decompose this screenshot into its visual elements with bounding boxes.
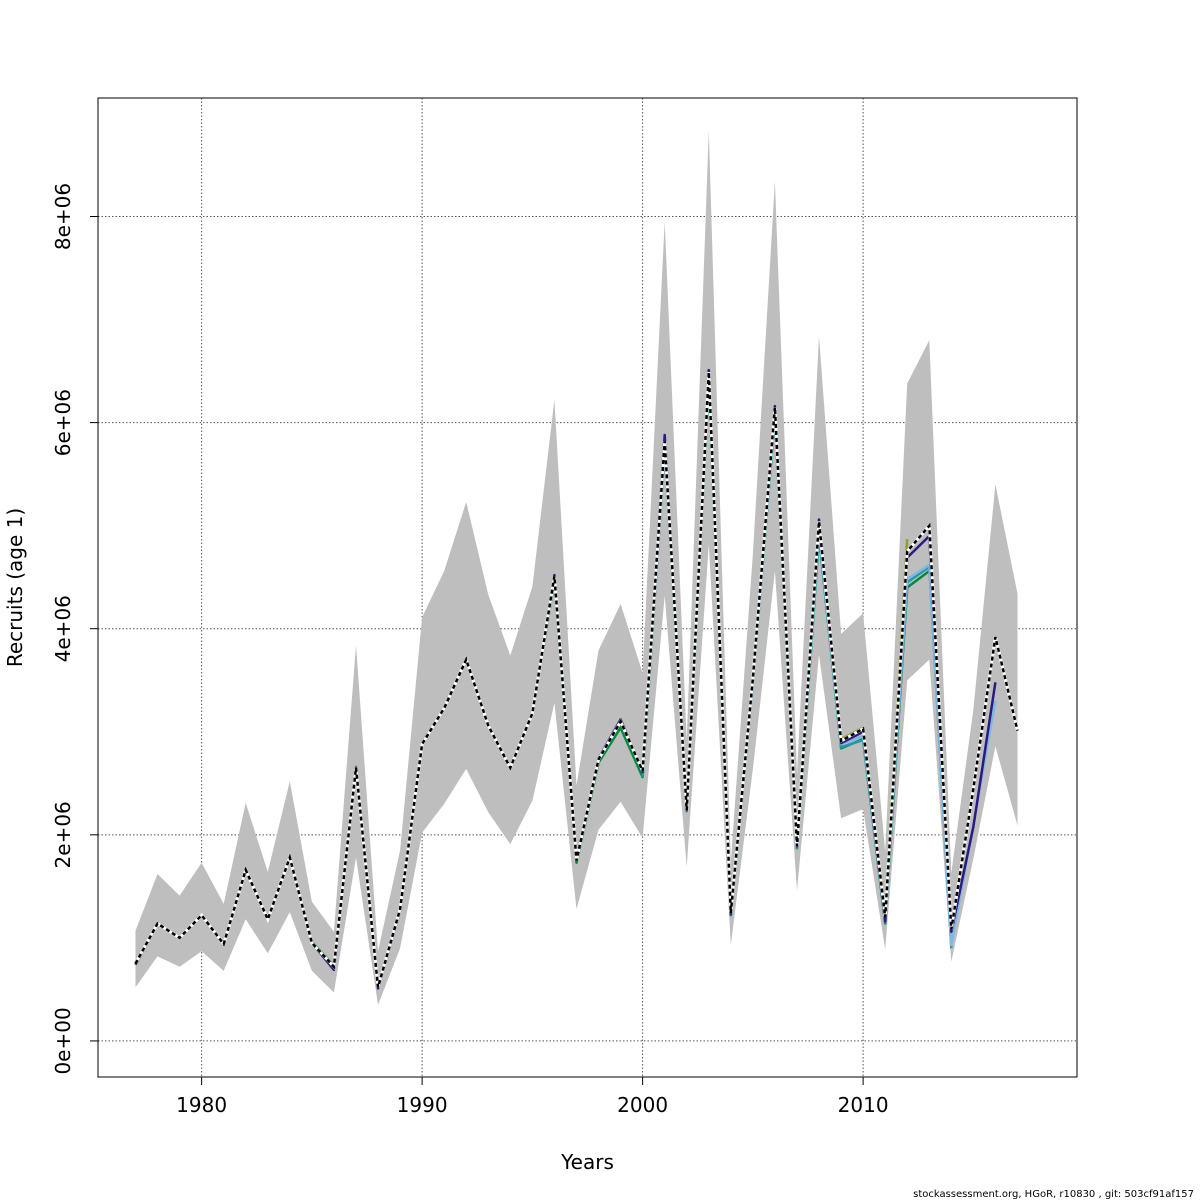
- confidence-band: [135, 131, 1018, 1005]
- x-axis-title: Years: [560, 1150, 614, 1174]
- x-tick-label: 2000: [617, 1093, 668, 1117]
- y-tick-label: 6e+06: [51, 389, 75, 456]
- footer-credit: stockassessment.org, HGoR, r10830 , git:…: [913, 1189, 1194, 1200]
- x-tick-label: 2010: [838, 1093, 889, 1117]
- y-axis-title: Recruits (age 1): [3, 508, 27, 667]
- x-tick-label: 1990: [397, 1093, 448, 1117]
- y-tick-label: 2e+06: [51, 801, 75, 868]
- series-line-0: [134, 372, 1019, 988]
- x-axis: 1980 1990 2000 2010: [176, 1077, 889, 1117]
- y-tick-label: 4e+06: [51, 595, 75, 662]
- y-tick-label: 8e+06: [51, 183, 75, 250]
- x-tick-label: 1980: [176, 1093, 227, 1117]
- confidence-band-layer: [135, 131, 1018, 1005]
- series-lines-layer: [134, 368, 1019, 990]
- plot-frame: [97, 97, 1078, 1078]
- y-tick-label: 0e+00: [51, 1007, 75, 1074]
- y-axis: 0e+00 2e+06 4e+06 6e+06 8e+06: [51, 183, 98, 1075]
